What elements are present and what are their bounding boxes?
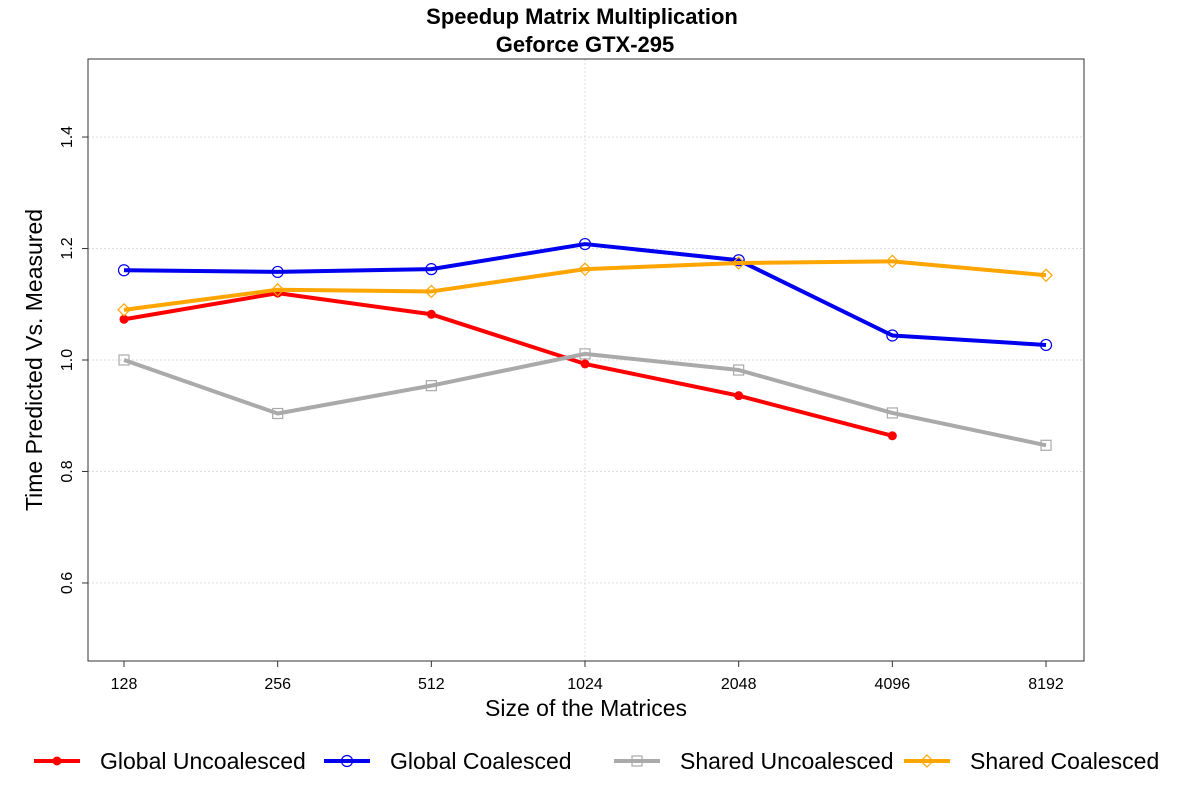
legend-swatch-marker [631,755,643,767]
data-point [886,329,899,342]
series-line [123,259,1047,312]
data-point [117,302,131,317]
data-point [271,265,284,279]
data-point [1039,338,1053,352]
legend-item: Shared Uncoalesced [614,748,894,774]
data-point [270,282,285,297]
data-point [885,254,900,269]
y-tick-label: 0.6 [59,572,76,594]
data-point [578,262,592,276]
series-line [123,351,1047,448]
chart-title: Speedup Matrix Multiplication [426,4,738,29]
x-tick-label: 8192 [1028,676,1064,693]
data-point [425,380,437,392]
series-1 [117,237,1053,352]
legend-label: Global Coalesced [390,748,572,774]
data-point [578,237,592,251]
data-point [731,256,746,270]
legend-swatch-marker [920,754,934,768]
data-point [886,407,898,419]
x-tick-label: 512 [418,676,445,693]
data-point [579,348,591,360]
data-point [580,359,590,369]
y-axis: 0.6 0.8 1.0 1.2 1.4 [59,126,88,594]
legend: Global Uncoalesced Global Coalesced Shared… [34,748,1159,774]
legend-label: Shared Uncoalesced [680,748,894,774]
y-tick-label: 1.0 [59,349,76,371]
legend-item: Shared Coalesced [904,748,1159,774]
data-point [887,431,897,441]
x-tick-label: 2048 [721,676,757,693]
legend-item: Global Coalesced [324,748,572,774]
data-point [733,364,745,376]
legend-swatch-marker [340,754,354,768]
series-line [123,242,1047,347]
chart-subtitle: Geforce GTX-295 [496,32,675,57]
y-axis-label: Time Predicted Vs. Measured [21,209,47,511]
data-point [118,354,130,366]
data-point [1040,439,1052,451]
y-tick-label: 1.2 [59,237,76,259]
data-point [425,263,438,276]
x-tick-label: 128 [111,676,138,693]
series-3 [117,254,1053,317]
data-point [272,407,284,420]
legend-swatch-marker [52,756,62,766]
legend-item: Global Uncoalesced [34,748,306,774]
legend-label: Shared Coalesced [970,748,1159,774]
series-0 [119,288,897,441]
y-tick-label: 1.4 [59,126,76,148]
data-point [424,284,439,299]
series-2 [118,348,1052,451]
x-tick-label: 4096 [875,676,911,693]
data-point [732,254,745,267]
data-point [1039,268,1053,283]
data-point [734,391,744,401]
x-tick-label: 256 [264,676,291,693]
data-point [117,264,131,277]
y-tick-label: 0.8 [59,460,76,482]
data-point [426,309,436,319]
series-line [123,291,893,438]
legend-label: Global Uncoalesced [100,748,306,774]
x-axis-label: Size of the Matrices [485,695,687,721]
x-axis: 128 256 512 1024 2048 4096 8192 [111,661,1064,693]
series-layer [117,237,1053,451]
x-tick-label: 1024 [567,676,603,693]
